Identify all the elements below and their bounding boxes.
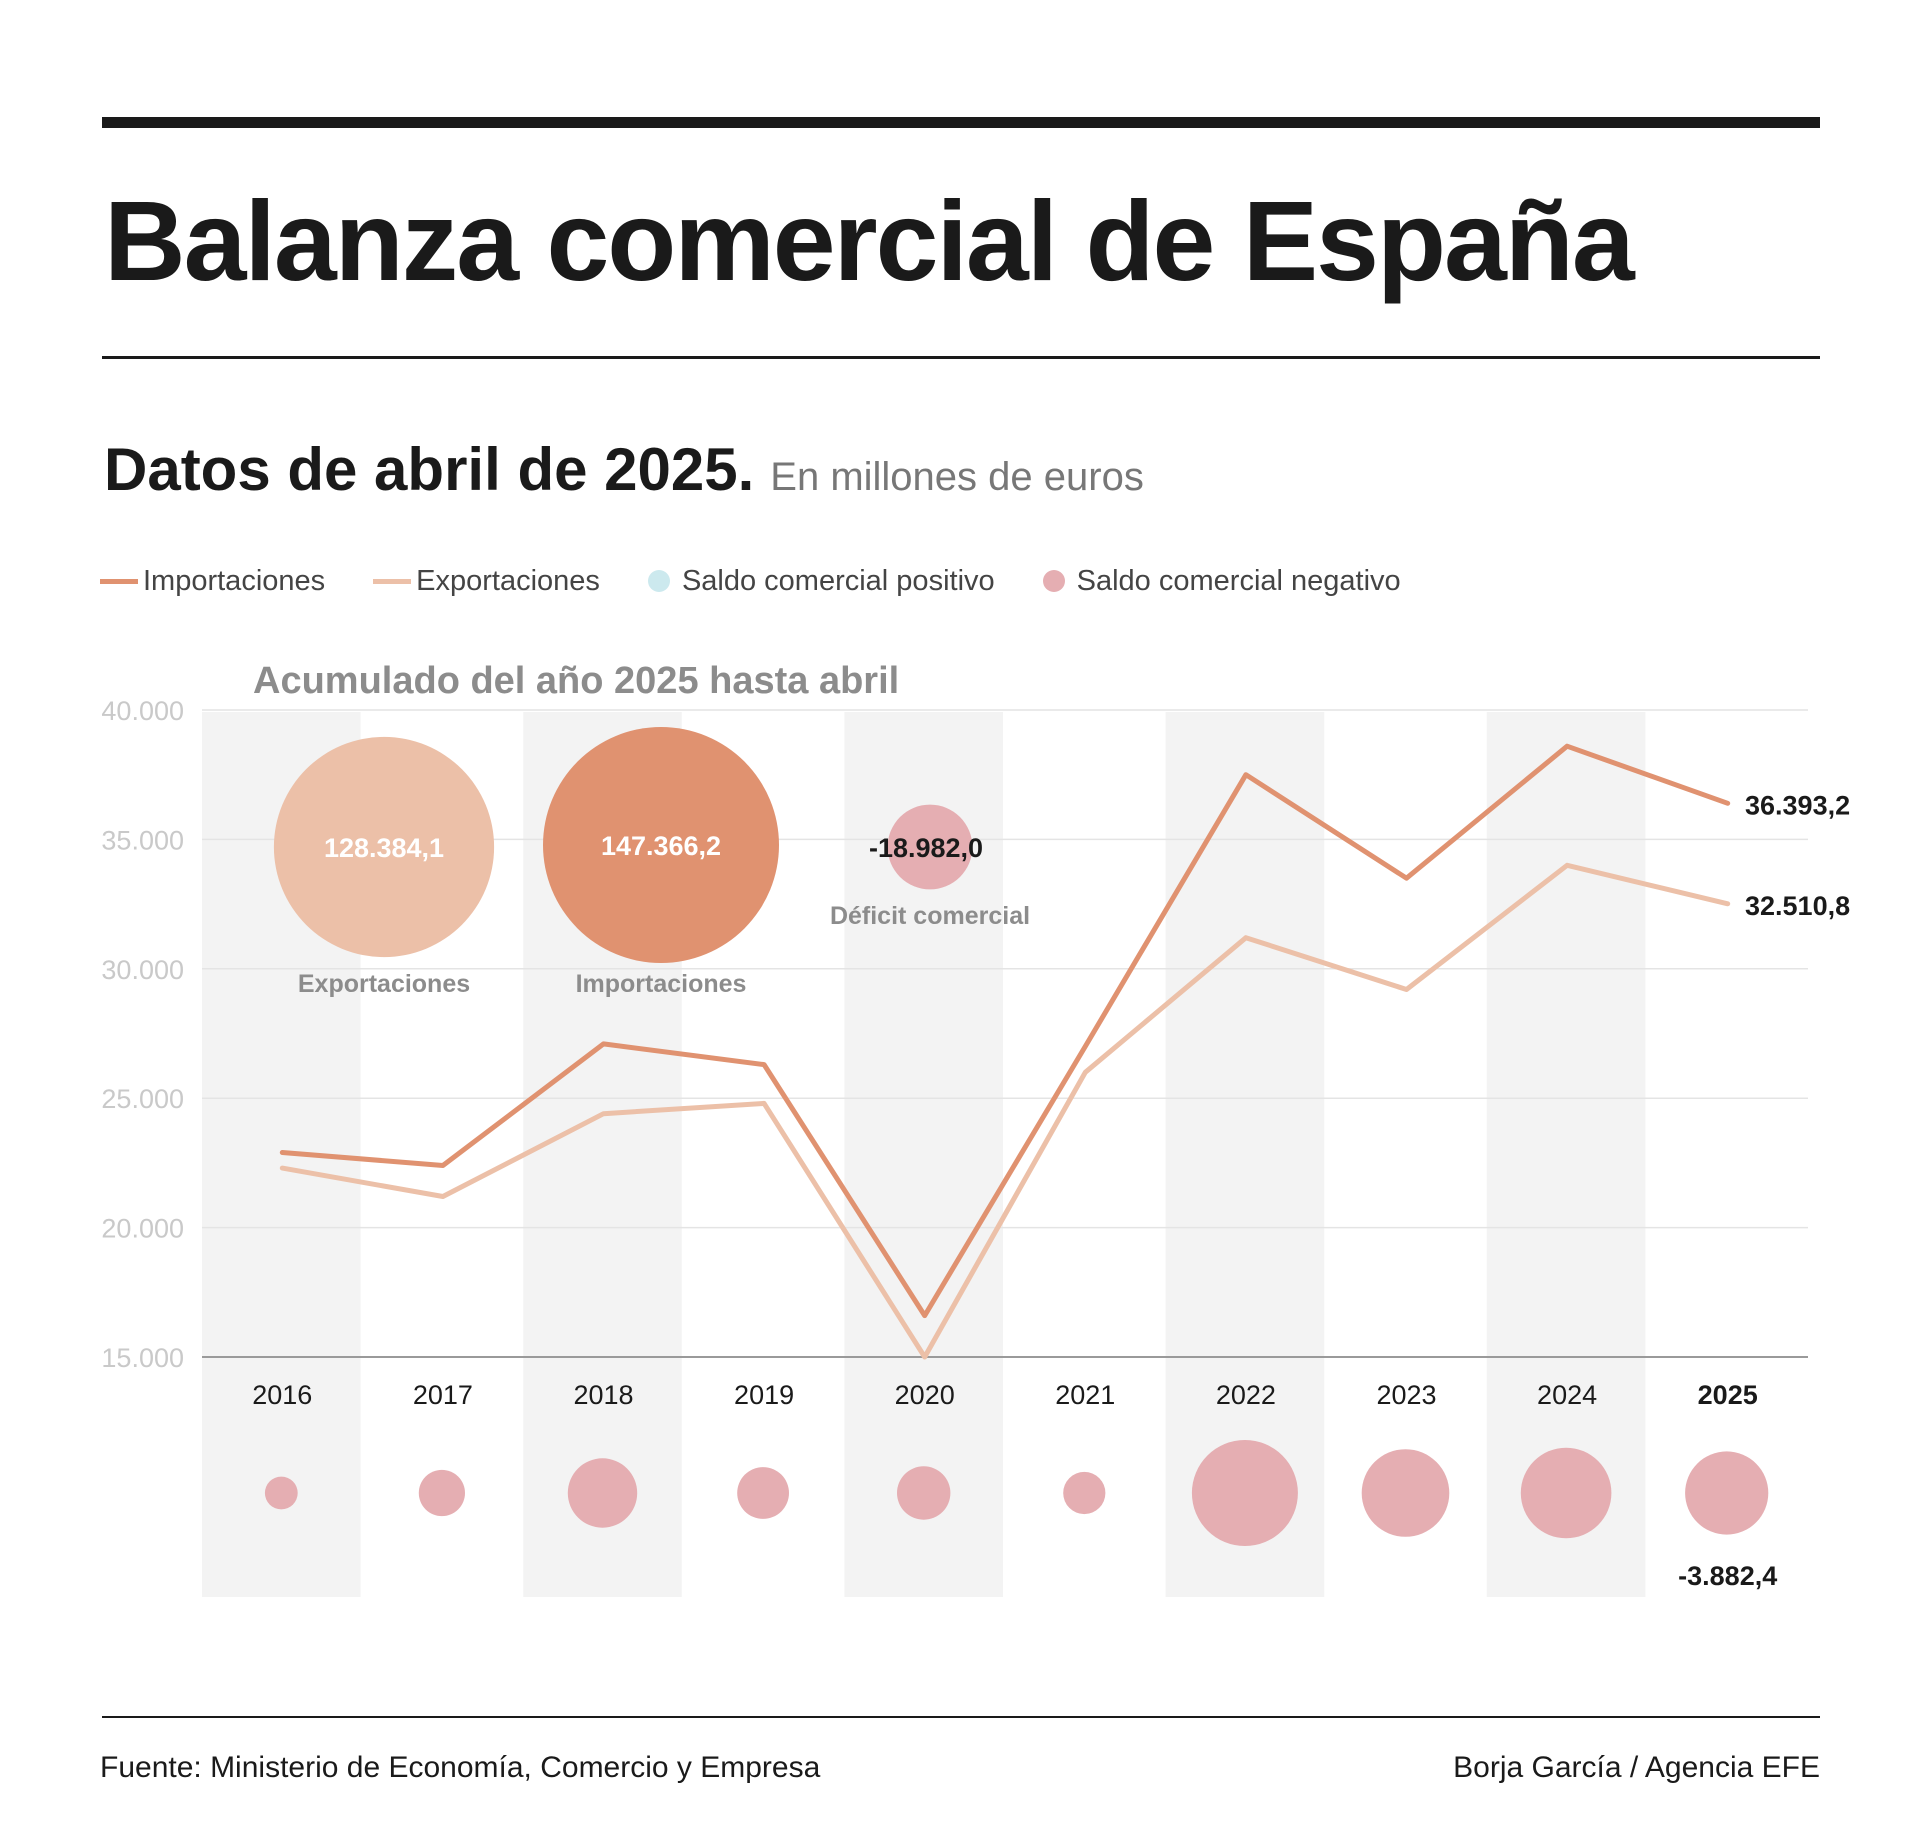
legend-positive-balance-dot [647, 570, 670, 592]
y-tick-label: 15.000 [101, 1343, 184, 1373]
end-label-importaciones: 36.393,2 [1745, 790, 1850, 820]
legend: Importaciones Exportaciones Saldo comerc… [100, 564, 1449, 598]
balance-bubble-2019 [737, 1467, 789, 1519]
accumulated-value-imports: 147.366,2 [601, 831, 721, 861]
y-tick-label: 40.000 [101, 696, 184, 726]
legend-positive-balance-label: Saldo comercial positivo [681, 564, 995, 597]
series-line-exportaciones [279, 862, 1731, 1360]
balance-bubble-label-2025: -3.882,4 [1678, 1561, 1777, 1591]
legend-item-positive-balance: Saldo comercial positivo [647, 564, 995, 598]
x-tick-label: 2019 [734, 1380, 794, 1410]
x-tick-label: 2016 [252, 1380, 312, 1410]
balance-bubble-2023 [1361, 1449, 1450, 1537]
balance-bubble-2022 [1191, 1440, 1298, 1546]
accumulated-value-deficit: -18.982,0 [869, 833, 983, 863]
balance-bubble-2025 [1685, 1451, 1769, 1535]
accumulated-bubble-deficit [887, 804, 973, 890]
page-title: Balanza comercial de España [104, 178, 1635, 304]
top-rule [102, 117, 1820, 128]
subtitle: Datos de abril de 2025. [104, 436, 755, 503]
x-tick-label: 2023 [1376, 1380, 1436, 1410]
x-tick-label: 2024 [1537, 1380, 1597, 1410]
legend-imports-label: Importaciones [143, 564, 326, 597]
accumulated-label-imports: Importaciones [576, 970, 747, 998]
credit-note: Borja García / Agencia EFE [1453, 1751, 1820, 1784]
end-label-exportaciones: 32.510,8 [1745, 891, 1850, 921]
x-tick-label: 2021 [1055, 1380, 1115, 1410]
y-tick-label: 30.000 [101, 955, 184, 985]
series-line-importaciones [279, 743, 1731, 1319]
legend-exports-swatch [373, 578, 412, 584]
legend-negative-balance-label: Saldo comercial negativo [1076, 564, 1401, 597]
accumulated-bubble-exports [273, 736, 495, 958]
balance-bubble-2017 [418, 1469, 465, 1517]
x-tick-label: 2017 [413, 1380, 473, 1410]
units-label: En millones de euros [770, 455, 1144, 499]
legend-item-imports: Importaciones [100, 565, 325, 598]
accumulated-label-exports: Exportaciones [298, 970, 470, 998]
legend-exports-label: Exportaciones [416, 564, 600, 597]
y-tick-label: 20.000 [101, 1214, 184, 1244]
balance-bubble-2020 [897, 1466, 951, 1520]
legend-item-negative-balance: Saldo comercial negativo [1042, 564, 1401, 598]
y-tick-label: 25.000 [101, 1084, 184, 1114]
balance-bubble-2016 [264, 1476, 298, 1510]
balance-bubble-2018 [567, 1458, 638, 1528]
accumulated-heading: Acumulado del año 2025 hasta abril [253, 660, 899, 702]
legend-negative-balance-dot [1042, 570, 1065, 592]
legend-item-exports: Exportaciones [373, 565, 600, 598]
balance-bubble-2024 [1520, 1447, 1612, 1539]
x-tick-label: 2018 [573, 1380, 633, 1410]
bottom-rule [102, 1716, 1820, 1718]
title-rule [102, 356, 1820, 359]
x-tick-label: 2022 [1216, 1380, 1276, 1410]
x-tick-label: 2025 [1698, 1380, 1758, 1410]
balance-bubble-2021 [1063, 1471, 1106, 1515]
accumulated-bubble-imports [543, 727, 779, 963]
y-tick-label: 35.000 [101, 825, 184, 855]
accumulated-label-deficit: Déficit comercial [830, 902, 1030, 930]
x-tick-label: 2020 [895, 1380, 955, 1410]
accumulated-value-exports: 128.384,1 [324, 833, 444, 863]
legend-imports-swatch [100, 578, 138, 584]
source-note: Fuente: Ministerio de Economía, Comercio… [100, 1751, 821, 1784]
subtitle-row: Datos de abril de 2025. En millones de eu… [104, 440, 1144, 500]
